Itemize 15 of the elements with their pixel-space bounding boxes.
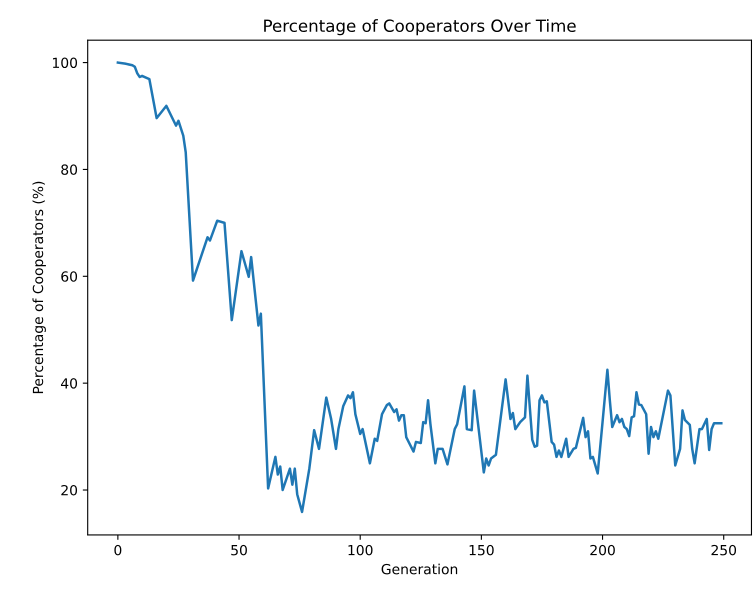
y-axis-title: Percentage of Cooperators (%) <box>32 182 46 394</box>
y-tick-label: 20 <box>61 484 78 496</box>
line-series <box>116 61 723 514</box>
x-axis-title: Generation <box>382 564 458 574</box>
x-tick-label: 50 <box>231 544 247 556</box>
x-tick-label: 150 <box>470 544 494 556</box>
chart-title: Percentage of Cooperators Over Time <box>264 19 576 36</box>
x-tick-label: 100 <box>348 544 373 556</box>
x-tick-label: 250 <box>711 544 736 556</box>
x-tick-label: 0 <box>114 544 122 556</box>
y-tick-label: 80 <box>61 164 78 175</box>
y-tick-label: 40 <box>60 378 78 389</box>
y-tick-label: 100 <box>52 58 78 68</box>
y-tick-label: 60 <box>61 271 78 282</box>
x-tick-label: 200 <box>590 544 615 556</box>
